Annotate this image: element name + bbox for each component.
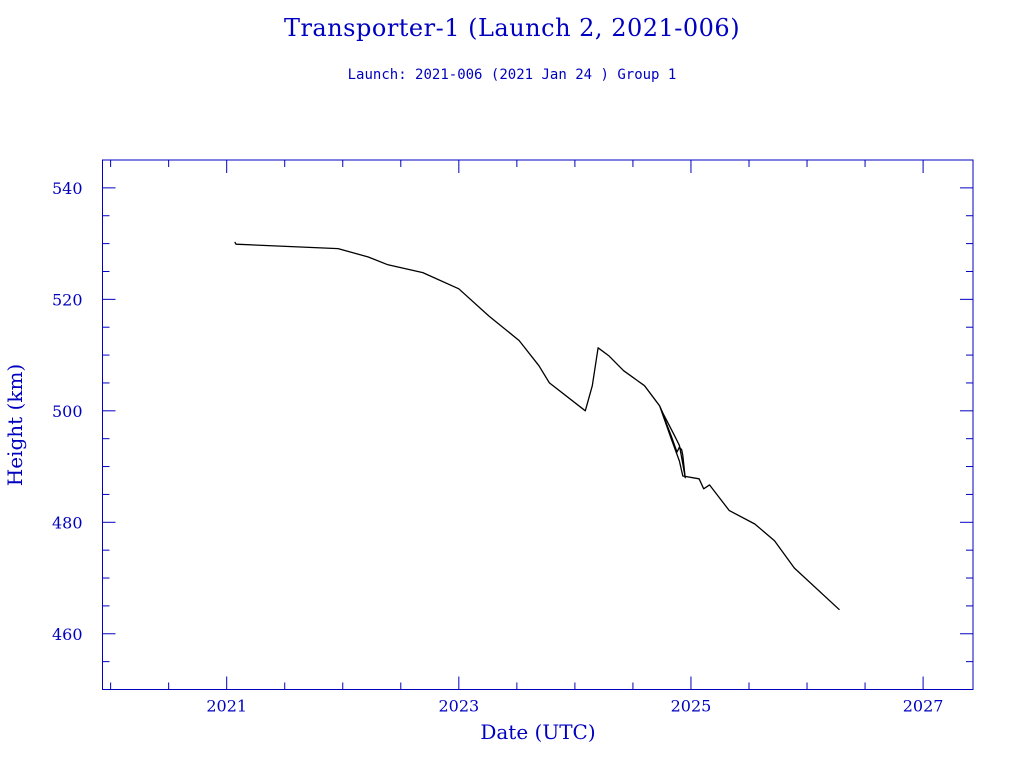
y-tick-label: 520	[52, 290, 83, 309]
axis-ticks	[102, 159, 973, 690]
y-tick-label: 480	[52, 513, 83, 532]
y-tick-label: 540	[52, 179, 83, 198]
y-tick-label: 500	[52, 402, 83, 421]
x-tick-label: 2023	[438, 697, 479, 716]
tick-labels: 2021 2023 2025 2027 460 480 500 520 540	[52, 179, 943, 716]
y-axis-label: Height (km)	[3, 364, 27, 486]
y-tick-label: 460	[52, 625, 83, 644]
height-series-line	[234, 241, 840, 611]
x-tick-label: 2027	[903, 697, 944, 716]
plot-frame	[102, 159, 974, 690]
x-axis-label: Date (UTC)	[480, 720, 595, 744]
x-tick-label: 2025	[671, 697, 712, 716]
x-tick-label: 2021	[206, 697, 247, 716]
chart-subtitle: Launch: 2021-006 (2021 Jan 24 ) Group 1	[347, 67, 677, 83]
chart-title: Transporter-1 (Launch 2, 2021-006)	[283, 14, 741, 42]
